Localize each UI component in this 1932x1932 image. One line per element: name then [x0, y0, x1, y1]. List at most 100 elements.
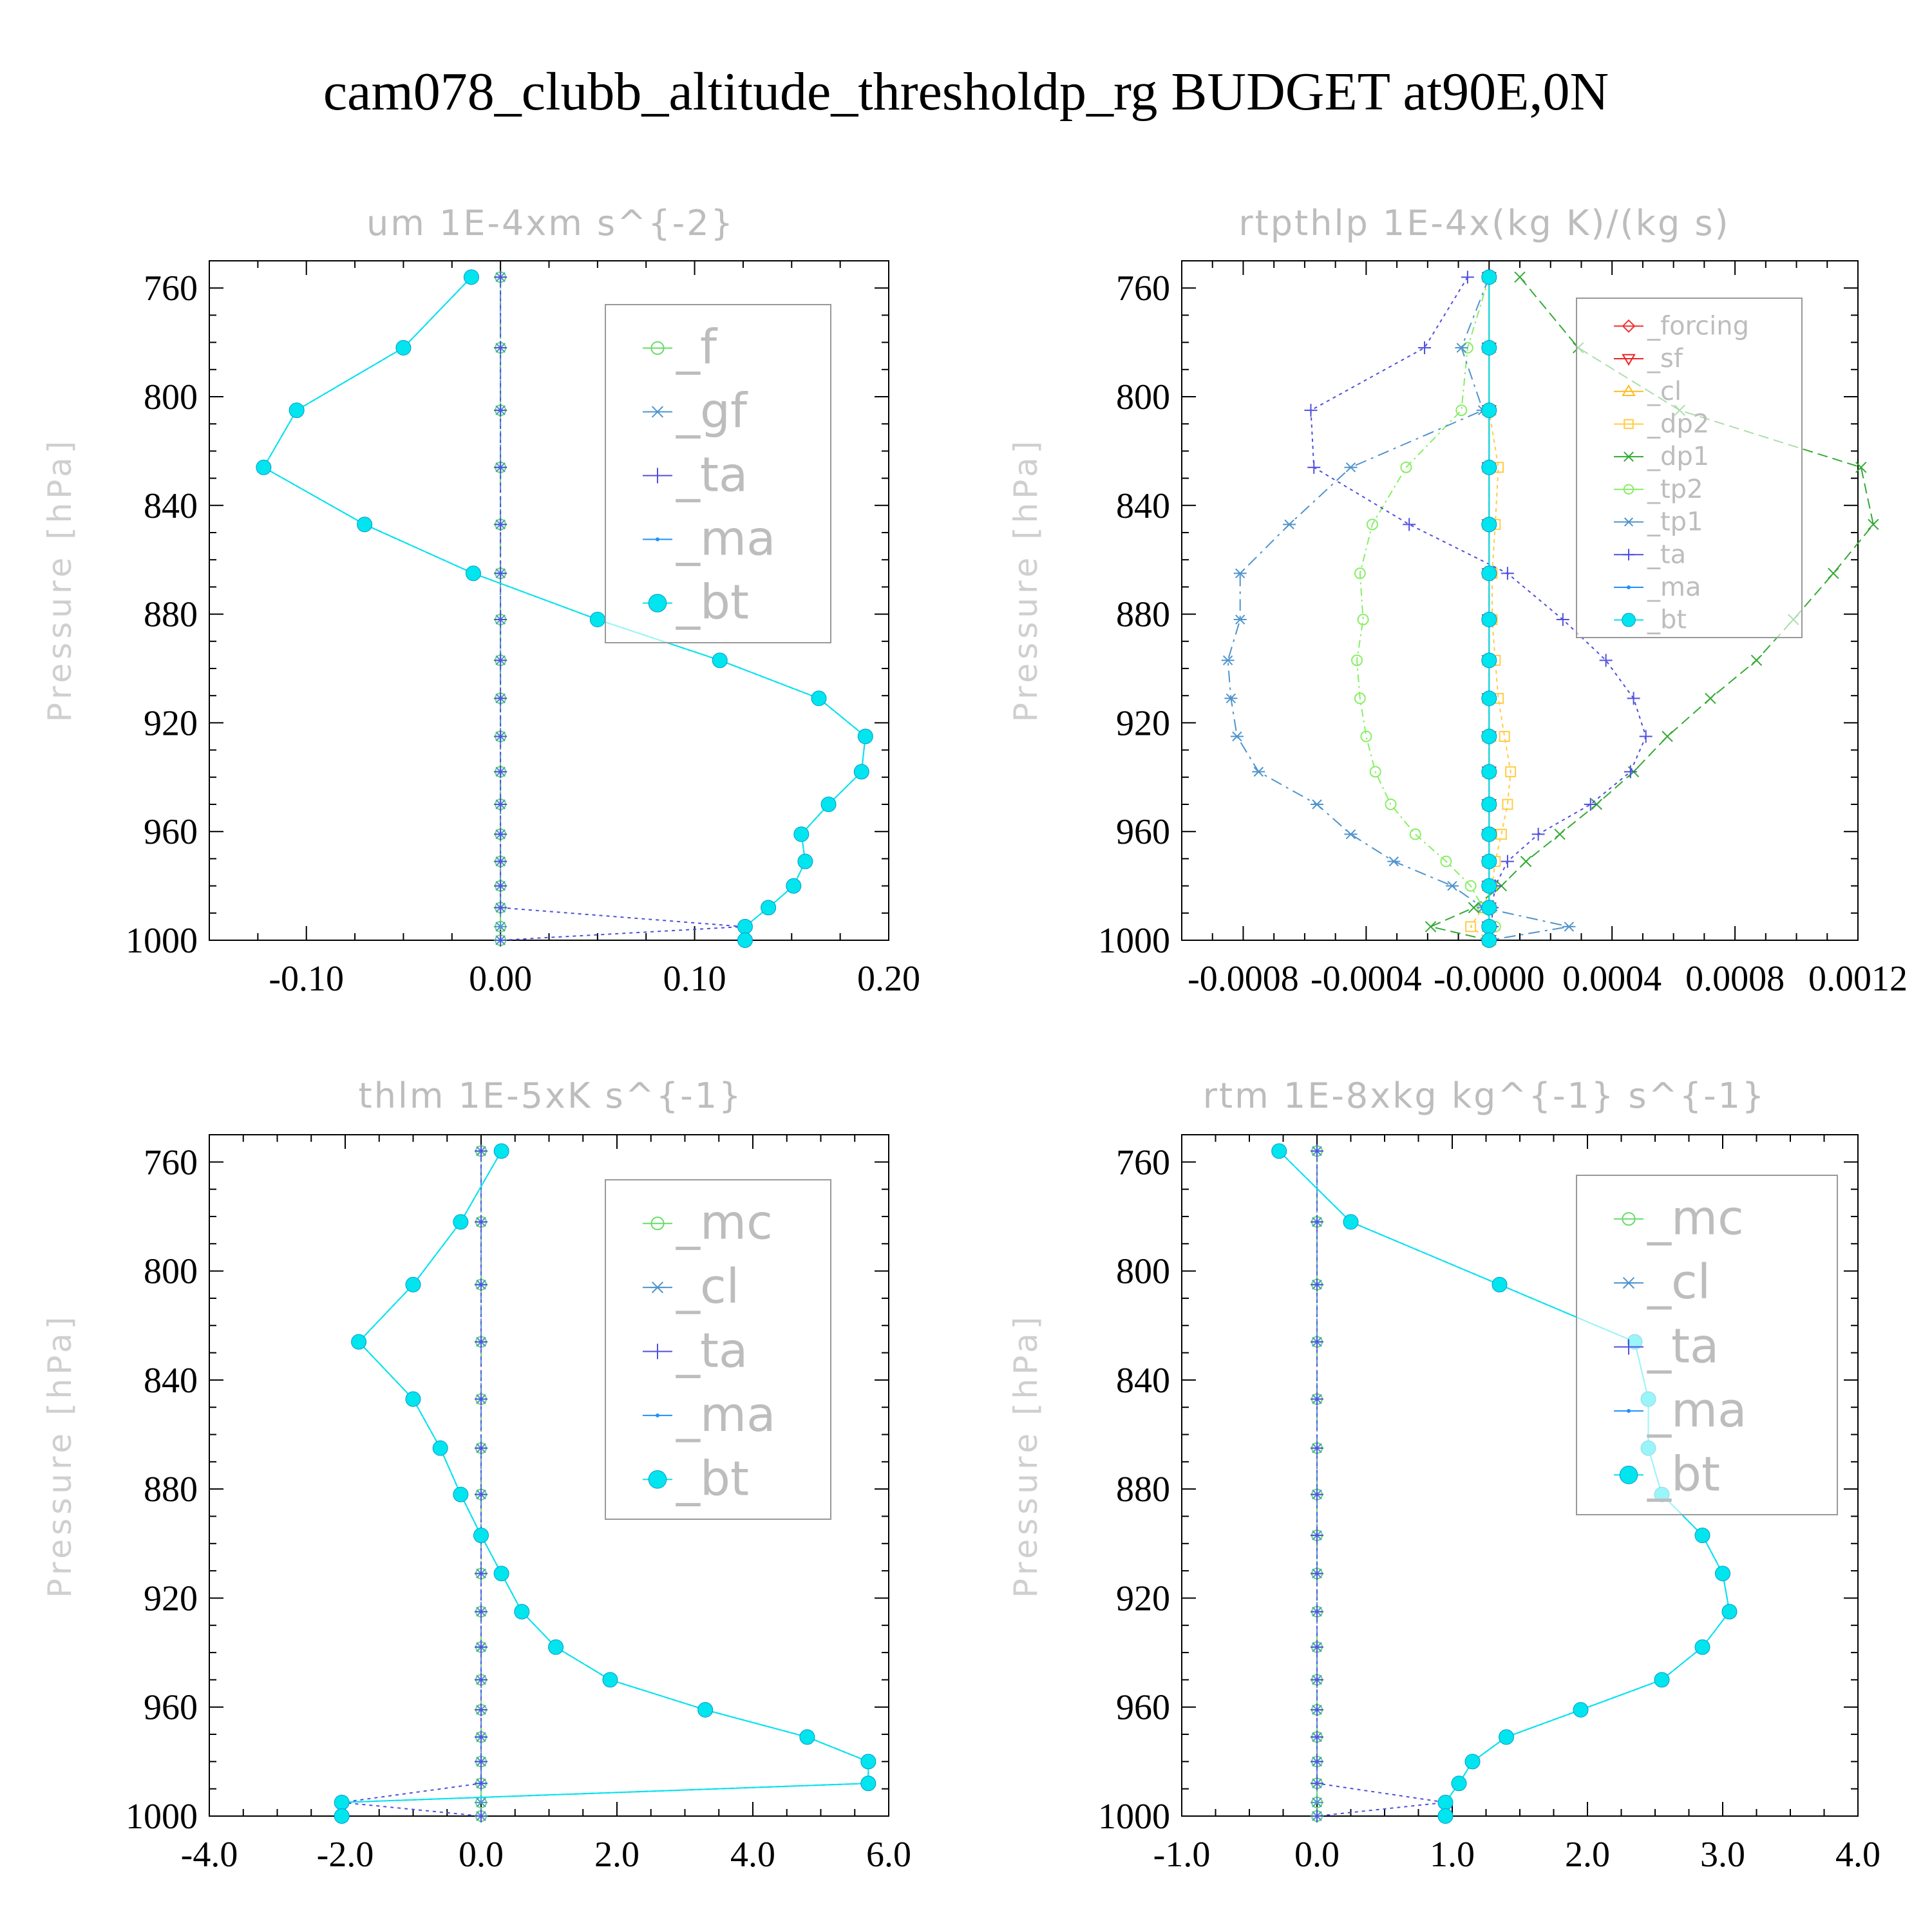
legend-marker-ta — [1621, 1339, 1636, 1355]
legend-item-dp1: _dp1 — [1614, 442, 1709, 471]
data-point-bt — [602, 1672, 618, 1688]
data-point-bt — [1451, 1776, 1467, 1792]
y-tick-label: 800 — [1116, 1252, 1170, 1292]
y-tick-label: 920 — [1116, 703, 1170, 743]
data-point-bt — [797, 853, 813, 869]
y-tick-label: 880 — [144, 595, 198, 635]
data-point-bt — [1437, 1808, 1454, 1824]
plot-area-rtpthlp: 760 800 840 880 920 960 1000 -0.0008 -0.0004 -0.0… — [1098, 260, 1908, 999]
data-point-tp2 — [1369, 766, 1381, 778]
legend-item-forcing: _forcing — [1614, 311, 1749, 341]
data-point-dp2 — [1465, 921, 1477, 933]
y-tick-label: 800 — [144, 377, 198, 417]
legend-marker-ta — [650, 468, 665, 484]
data-point-tp2 — [1351, 654, 1363, 667]
legend-item-cl: _cl — [643, 1259, 739, 1314]
legend-label-cl: _cl — [676, 1259, 739, 1314]
data-point-bt — [493, 1566, 509, 1582]
data-point-ta — [494, 692, 507, 705]
y-tick-label: 840 — [1116, 486, 1170, 526]
series-ta — [335, 1144, 488, 1823]
data-point-bt — [1481, 459, 1497, 475]
data-point-ta — [494, 934, 507, 947]
data-point-bt — [860, 1754, 876, 1770]
legend-label-ta: _ta — [676, 1323, 748, 1379]
data-point-tp1 — [1224, 693, 1238, 704]
data-point-dp1 — [1750, 654, 1763, 667]
data-point-bt — [1481, 652, 1497, 668]
legend-label-ta: _ta — [676, 448, 748, 503]
data-point-bt — [1481, 402, 1497, 419]
data-point-bt — [761, 900, 777, 916]
data-point-ta — [1531, 828, 1545, 841]
y-tick-label: 960 — [1116, 1688, 1170, 1728]
data-point-dp1 — [1662, 730, 1673, 743]
legend: _mc _cl _ta _ma _bt — [605, 1179, 831, 1520]
data-point-ta — [1311, 1278, 1323, 1291]
y-tick-label: 1000 — [126, 921, 198, 961]
y-axis-label-rtm: Pressure [hPa] — [1007, 1313, 1045, 1598]
data-point-ta — [475, 1392, 488, 1406]
y-tick-label: 760 — [1116, 1142, 1170, 1182]
data-point-cl — [475, 1797, 488, 1808]
data-point-tp1 — [1221, 655, 1235, 666]
y-tick-label: 880 — [1116, 595, 1170, 635]
data-point-bt — [334, 1808, 350, 1824]
x-tick-label: 2.0 — [594, 1835, 639, 1875]
data-point-ta — [1501, 567, 1514, 580]
legend-label-tp1: _tp1 — [1647, 507, 1703, 537]
y-tick-label: 880 — [144, 1470, 198, 1510]
data-point-bt — [405, 1276, 421, 1293]
legend-item-bt: _bt — [1614, 605, 1687, 635]
data-point-bt — [1492, 1276, 1508, 1293]
legend-marker-ta — [650, 1343, 665, 1359]
data-point-ta — [494, 404, 507, 417]
legend-marker-cl_rtp — [1622, 384, 1636, 397]
panel-title-thlm: thlm 1E-5xK s^{-1} — [359, 1075, 743, 1116]
data-point-bt — [737, 918, 753, 934]
data-point-bt — [853, 764, 869, 780]
series-bt — [1481, 269, 1497, 948]
data-point-dp1 — [1705, 692, 1716, 705]
series-line-tp1 — [1227, 276, 1569, 941]
data-point-tp1 — [1283, 519, 1296, 530]
data-point-bt — [357, 516, 373, 533]
y-tick-label: 840 — [144, 486, 198, 526]
data-point-ta — [494, 855, 507, 868]
x-tick-label: 4.0 — [730, 1835, 775, 1875]
legend-label-ta: _ta — [1647, 540, 1686, 569]
panel-rtm: rtm 1E-8xkg kg^{-1} s^{-1} Pressure [hPa… — [1007, 1075, 1880, 1875]
data-point-ta — [494, 341, 507, 355]
data-point-bt — [1573, 1701, 1589, 1718]
legend-item-bt: _bt — [643, 575, 749, 630]
y-tick-label: 1000 — [1098, 1797, 1170, 1837]
data-point-bt — [1481, 900, 1497, 916]
legend-item-cl: _cl — [1614, 1255, 1710, 1310]
y-tick-label: 960 — [144, 812, 198, 852]
legend-box — [1576, 298, 1803, 638]
legend-box — [605, 1179, 831, 1520]
data-point-ta — [1556, 613, 1569, 627]
legend-marker-tp2 — [1623, 484, 1634, 495]
data-point-ta — [1403, 518, 1416, 531]
data-point-dp1 — [1425, 921, 1437, 933]
legend-label-mc: _mc — [1647, 1191, 1744, 1246]
data-point-bt — [1271, 1143, 1287, 1159]
data-point-tp2 — [1400, 461, 1412, 473]
data-point-bt — [1481, 878, 1497, 894]
data-point-dp1 — [1468, 902, 1480, 914]
data-point-ta — [475, 1673, 488, 1687]
data-point-ta — [1599, 654, 1613, 667]
data-point-dp2 — [1505, 766, 1517, 777]
data-point-ta — [1311, 1703, 1323, 1716]
legend-item-ta: _ta — [1614, 540, 1686, 569]
data-point-ta — [475, 1144, 488, 1158]
data-point-ta — [1501, 855, 1514, 868]
data-point-bt — [493, 1143, 509, 1159]
legend-label-sf: _sf — [1647, 344, 1683, 374]
series-line-tp2 — [1356, 277, 1496, 941]
legend-item-f: _f — [643, 320, 718, 375]
series-tp2 — [1351, 271, 1501, 946]
y-tick-label: 920 — [144, 703, 198, 743]
